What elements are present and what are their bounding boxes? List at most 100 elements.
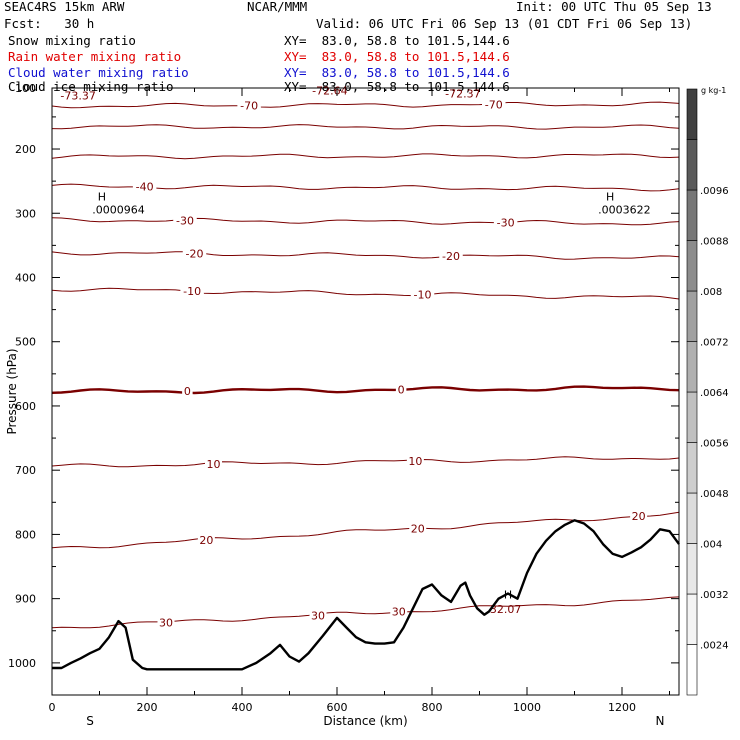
- isotherm--20: [51, 251, 680, 260]
- isotherm-30: [51, 596, 680, 629]
- isotherm-label: 30: [311, 609, 325, 622]
- isotherm-label-bg: [182, 247, 207, 260]
- colorbar-swatch: [686, 88, 698, 140]
- isotherm-label-bg: [493, 216, 518, 229]
- x-tick-label: 200: [137, 701, 158, 714]
- isotherm-0: [51, 385, 680, 395]
- colorbar-swatch: [686, 189, 698, 241]
- isotherm-label: -30: [497, 216, 515, 229]
- y-tick-label-top: 100: [15, 82, 36, 95]
- contour-extreme-label: H: [98, 190, 106, 203]
- colorbar-swatch: [686, 543, 698, 595]
- forecast-hour: Fcst: 30 h: [4, 16, 95, 31]
- isotherm-label-bg: [132, 180, 157, 193]
- isotherm-label-bg: [406, 455, 424, 468]
- x-tick-label: 400: [232, 701, 253, 714]
- contour-extreme-label: -73.37: [60, 90, 95, 103]
- isotherm-label-bg: [173, 214, 197, 227]
- isotherm-label: 30: [392, 606, 406, 619]
- isotherm--30: [51, 217, 680, 226]
- isotherm-label-bg: [409, 522, 427, 535]
- isotherm-label-bg: [390, 605, 408, 618]
- colorbar-label: .004: [700, 540, 722, 551]
- colorbar-label: .0056: [700, 439, 729, 450]
- y-tick-label: 300: [15, 207, 36, 220]
- x-tick-label: 600: [327, 701, 348, 714]
- y-tick-label: 200: [15, 143, 36, 156]
- isotherm-label: -10: [414, 288, 432, 301]
- field-name-cloud-ice: Cloud ice mixing ratio: [8, 79, 174, 94]
- y-tick-label: 900: [15, 593, 36, 606]
- isotherm-label: -70: [240, 99, 258, 112]
- isotherm-label: 0: [184, 385, 191, 398]
- colorbar-label: .0088: [700, 237, 729, 248]
- isotherm-label: -40: [136, 181, 154, 194]
- colorbar-label: .0048: [700, 489, 729, 500]
- isotherm-label: -10: [183, 285, 201, 298]
- isotherm-label-bg: [157, 616, 175, 629]
- colorbar-swatch: [686, 290, 698, 342]
- x-tick-label: 0: [49, 701, 56, 714]
- isotherm-label: -20: [442, 250, 460, 263]
- contour-extreme-label: H: [504, 589, 512, 602]
- isotherm-label-bg: [395, 383, 407, 396]
- isotherm-label: 0: [398, 384, 405, 397]
- isotherm--40: [51, 183, 680, 192]
- colorbar-label: .0096: [700, 186, 729, 197]
- colorbar-label: .0064: [700, 388, 729, 399]
- isotherm-label: -30: [176, 214, 194, 227]
- field-name-cloud-water: Cloud water mixing ratio: [8, 65, 189, 80]
- x-tick-label: 1200: [608, 701, 636, 714]
- isotherm--50: [51, 153, 680, 160]
- terrain-line: [52, 519, 680, 671]
- colorbar-swatch: [686, 391, 698, 443]
- y-tick-label: 600: [15, 400, 36, 413]
- colorbar-swatch: [686, 341, 698, 393]
- isotherm-label-bg: [309, 609, 327, 622]
- colorbar-swatch: [686, 139, 698, 191]
- x-tick-label: 800: [422, 701, 443, 714]
- field-xy-rain: XY= 83.0, 58.8 to 101.5,144.6: [284, 49, 510, 64]
- model-title: SEAC4RS 15km ARW: [4, 0, 125, 14]
- isotherm-label-bg: [182, 384, 193, 397]
- y-axis-title: Pressure (hPa): [5, 348, 19, 434]
- contour-extreme-label: -72.37: [445, 88, 480, 101]
- plot-frame: [51, 87, 680, 696]
- y-tick-label: 500: [15, 336, 36, 349]
- colorbar-label: .0072: [700, 338, 729, 349]
- colorbar: .0024 .0032 .004 .0048 .0056 .0064 .0072 .008 .0…: [686, 86, 729, 696]
- y-tick-label: 400: [15, 271, 36, 284]
- south-label: S: [86, 714, 94, 728]
- colorbar-label: .0032: [700, 590, 729, 601]
- isotherm-label-bg: [630, 510, 648, 523]
- isotherm-label: 10: [207, 458, 221, 471]
- isotherm-label: -20: [186, 248, 204, 261]
- isotherm-label-bg: [482, 98, 506, 111]
- init-time: Init: 00 UTC Thu 05 Sep 13: [516, 0, 712, 14]
- y-tick-label: 800: [15, 528, 36, 541]
- contour-extreme-label: .0003622: [598, 203, 651, 216]
- colorbar-swatch: [686, 492, 698, 544]
- isotherm-label-bg: [237, 99, 261, 112]
- colorbar-swatch: [686, 240, 698, 292]
- isotherm-label: 20: [411, 522, 425, 535]
- contour-extreme-label: -72.64: [312, 84, 347, 97]
- colorbar-swatch: [686, 442, 698, 494]
- isotherm--70: [51, 101, 680, 109]
- colorbar-swatch: [686, 644, 698, 696]
- isotherm-label-bg: [439, 250, 463, 263]
- isotherm-label-bg: [180, 285, 204, 298]
- colorbar-swatch: [686, 593, 698, 645]
- isotherm-label-bg: [205, 458, 222, 471]
- contour-extreme-label: .0000964: [92, 203, 145, 216]
- field-name-rain: Rain water mixing ratio: [8, 49, 182, 64]
- isotherm-20: [51, 511, 680, 549]
- isotherm-label-bg: [410, 288, 435, 301]
- y-tick-label: 700: [15, 464, 36, 477]
- colorbar-label: .008: [700, 287, 722, 298]
- x-tick-label: 1000: [513, 701, 541, 714]
- isotherm-label: 20: [632, 510, 646, 523]
- isotherm-10: [51, 456, 680, 468]
- isotherm-label: 10: [408, 455, 422, 468]
